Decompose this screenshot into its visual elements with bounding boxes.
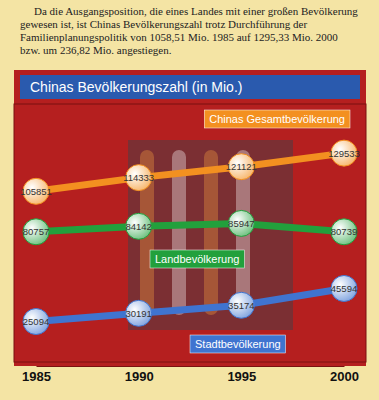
legend-item: Chinas Gesamtbevölkerung	[204, 110, 350, 128]
data-label: 30191	[125, 308, 151, 319]
legend-box	[190, 335, 286, 353]
x-axis: 1985 1990 1995 2000	[22, 366, 359, 384]
legend-box	[150, 250, 244, 268]
data-label: 84142	[125, 221, 151, 232]
data-label: 80739	[331, 226, 357, 237]
plot-background	[14, 70, 366, 366]
x-tick-label: 1990	[125, 369, 154, 384]
intro-text: Da die Ausgangsposition, die eines Lande…	[20, 5, 360, 57]
x-tick-label: 1995	[227, 369, 256, 384]
marker	[23, 219, 49, 245]
marker	[331, 219, 357, 245]
legend-item: Stadtbevölkerung	[190, 335, 286, 353]
data-label: 25094	[23, 316, 49, 327]
data-label: 121121	[226, 161, 257, 172]
marker	[126, 300, 152, 326]
x-axis-line	[37, 366, 345, 367]
chart-title: Chinas Bevölkerungszahl (in Mio.)	[30, 79, 242, 95]
marker	[23, 309, 49, 335]
series-line	[36, 153, 344, 191]
data-label: 85947	[228, 218, 254, 229]
data-label: 105851	[20, 186, 52, 197]
plot-frame	[14, 104, 366, 362]
marker	[228, 210, 254, 236]
legend-item: Landbevölkerung	[150, 250, 244, 268]
x-tick-label: 1985	[22, 369, 51, 384]
legend-label: Chinas Gesamtbevölkerung	[209, 113, 345, 125]
data-label: 45594	[331, 283, 357, 294]
x-tick: 1985	[22, 366, 51, 384]
data-label: 80757	[23, 226, 49, 237]
marker	[228, 292, 254, 318]
legend-label: Stadtbevölkerung	[195, 338, 281, 350]
series-line	[36, 288, 344, 321]
data-label: 114333	[123, 172, 154, 183]
x-tick: 2000	[330, 366, 359, 384]
plot-area	[23, 140, 357, 334]
series-line	[36, 223, 344, 231]
x-tick: 1990	[125, 366, 154, 384]
marker	[331, 275, 357, 301]
data-label: 35174	[228, 300, 254, 311]
data-labels: 105851 114333 121121 129533 80757 84142 85947 8…	[20, 148, 360, 327]
chart: Chinas Bevölkerungszahl (in Mio.)1058511…	[0, 0, 379, 400]
data-label: 129533	[328, 148, 360, 159]
marker	[126, 213, 152, 239]
x-tick: 1995	[227, 366, 256, 384]
legend-box	[204, 110, 350, 128]
x-tick-label: 2000	[330, 369, 359, 384]
decor-stripe	[204, 150, 218, 315]
title-bar	[20, 75, 360, 99]
legend-label: Landbevölkerung	[155, 253, 239, 265]
